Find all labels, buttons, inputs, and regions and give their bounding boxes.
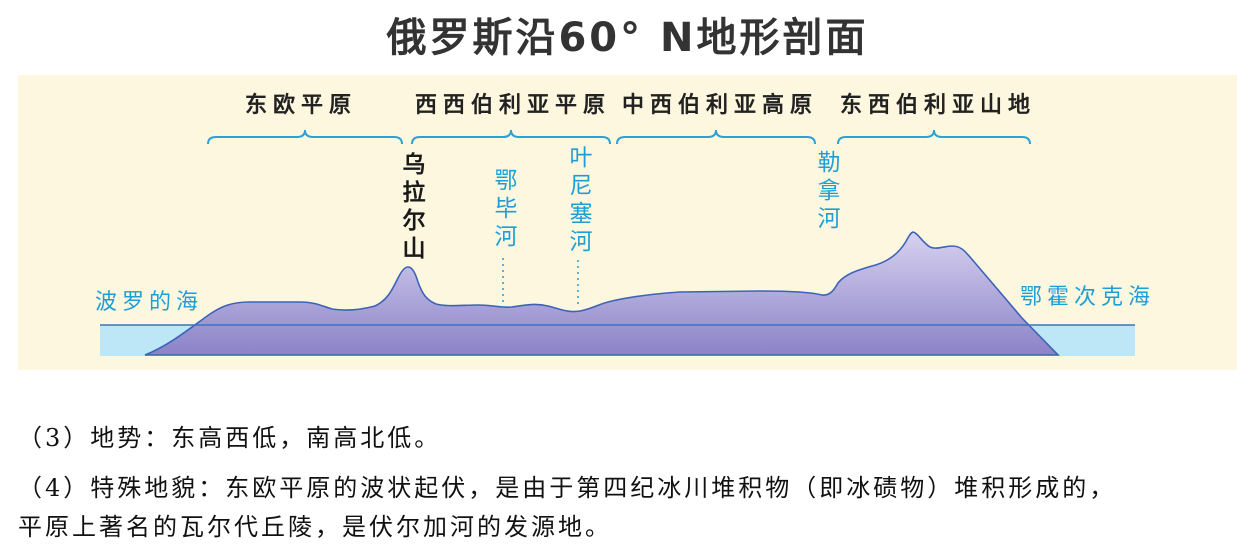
- baltic-sea-label: 波罗的海: [95, 290, 204, 315]
- obi-river-label: 鄂毕河: [490, 168, 516, 252]
- okhotsk-sea-label: 鄂霍次克海: [1020, 285, 1156, 310]
- region-label-central-siberian-plateau: 中西伯利亚高原: [622, 93, 819, 118]
- brace-east-european-plain: [207, 129, 403, 145]
- region-label-west-siberian-plain: 西西伯利亚平原: [415, 93, 612, 118]
- lena-river-label: 勒拿河: [813, 150, 839, 234]
- brace-east-siberian-mountains: [837, 129, 1031, 145]
- brace-west-siberian-plain: [411, 129, 611, 145]
- note-special-landform-line-1: （4）特殊地貌：东欧平原的波状起伏，是由于第四纪冰川堆积物（即冰碛物）堆积形成的…: [18, 474, 1117, 502]
- brace-central-siberian-plateau: [616, 129, 816, 145]
- diagram-title: 俄罗斯沿60° N地形剖面: [386, 15, 869, 61]
- yenisei-river-label: 叶尼塞河: [565, 145, 591, 257]
- note-special-landform-line-2: 平原上著名的瓦尔代丘陵，是伏尔加河的发源地。: [18, 513, 612, 541]
- ural-mountains-label: 乌拉尔山: [398, 152, 424, 264]
- region-label-east-european-plain: 东欧平原: [245, 93, 358, 118]
- region-label-east-siberian-mountains: 东西伯利亚山地: [840, 93, 1037, 118]
- note-terrain-trend: （3）地势：东高西低，南高北低。: [18, 424, 442, 452]
- land-profile: [144, 231, 1060, 356]
